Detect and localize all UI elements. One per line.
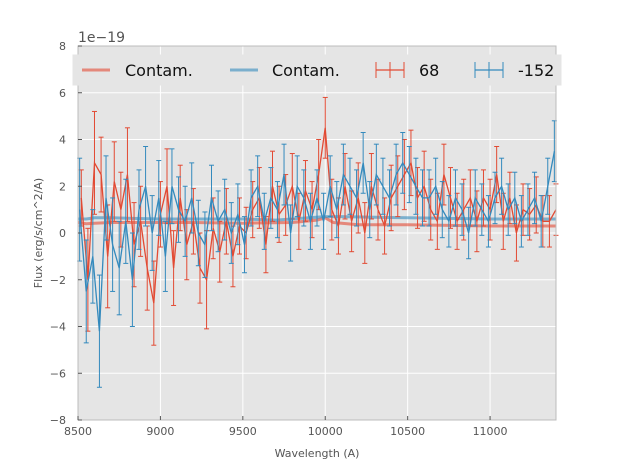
y-axis-label: Flux (erg/s/cm^2/A) bbox=[32, 178, 45, 288]
y-tick-label: −4 bbox=[50, 321, 66, 334]
y-tick-label: 2 bbox=[59, 180, 66, 193]
legend-label: Contam. bbox=[272, 61, 340, 80]
x-tick-label: 11000 bbox=[473, 425, 508, 438]
series--152 bbox=[77, 120, 557, 388]
data-series bbox=[77, 96, 559, 388]
y-tick-label: −2 bbox=[50, 274, 66, 287]
x-tick-label: 10000 bbox=[308, 425, 343, 438]
x-tick-label: 9000 bbox=[146, 425, 174, 438]
legend-label: Contam. bbox=[125, 61, 193, 80]
series-line--152 bbox=[78, 151, 556, 332]
legend-entry-1: Contam. bbox=[230, 61, 340, 80]
y-tick-label: 0 bbox=[59, 227, 66, 240]
y-tick-label: −6 bbox=[50, 367, 66, 380]
x-axis-label: Wavelength (A) bbox=[275, 447, 360, 460]
x-tick-label: 8500 bbox=[64, 425, 92, 438]
contamination-lines bbox=[77, 215, 556, 228]
legend-label: -152 bbox=[518, 61, 554, 80]
contam-line-0 bbox=[77, 216, 556, 228]
legend-entry-2: 68 bbox=[375, 61, 439, 80]
y-tick-label: 4 bbox=[59, 134, 66, 147]
legend-label: 68 bbox=[419, 61, 439, 80]
legend: Contam. Contam. 68 -152 bbox=[72, 54, 562, 86]
x-tick-label: 10500 bbox=[390, 425, 425, 438]
x-tick-label: 9500 bbox=[229, 425, 257, 438]
y-tick-label: 6 bbox=[59, 87, 66, 100]
legend-items: Contam. Contam. 68 -152 bbox=[82, 61, 554, 80]
legend-entry-0: Contam. bbox=[82, 61, 193, 80]
legend-entry-3: -152 bbox=[474, 61, 554, 80]
y-tick-label: 8 bbox=[59, 40, 66, 53]
y-tick-label: −8 bbox=[50, 414, 66, 427]
contam-line-1 bbox=[78, 215, 556, 222]
y-offset-label: 1e−19 bbox=[78, 30, 125, 46]
